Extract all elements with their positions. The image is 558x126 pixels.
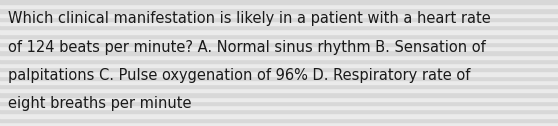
Text: Which clinical manifestation is likely in a patient with a heart rate: Which clinical manifestation is likely i… bbox=[8, 11, 491, 26]
Bar bbox=[0, 67, 558, 71]
Bar bbox=[0, 38, 558, 42]
Bar bbox=[0, 0, 558, 4]
Bar bbox=[0, 34, 558, 38]
Bar bbox=[0, 122, 558, 126]
Bar bbox=[0, 71, 558, 76]
Bar bbox=[0, 46, 558, 50]
Bar bbox=[0, 8, 558, 13]
Bar bbox=[0, 80, 558, 84]
Bar bbox=[0, 63, 558, 67]
Bar bbox=[0, 25, 558, 29]
Bar bbox=[0, 29, 558, 34]
Bar bbox=[0, 92, 558, 97]
Bar bbox=[0, 88, 558, 92]
Bar bbox=[0, 101, 558, 105]
Bar bbox=[0, 105, 558, 109]
Bar bbox=[0, 76, 558, 80]
Text: eight breaths per minute: eight breaths per minute bbox=[8, 96, 192, 111]
Text: of 124 beats per minute? A. Normal sinus rhythm B. Sensation of: of 124 beats per minute? A. Normal sinus… bbox=[8, 40, 486, 55]
Text: palpitations C. Pulse oxygenation of 96% D. Respiratory rate of: palpitations C. Pulse oxygenation of 96%… bbox=[8, 68, 471, 83]
Bar bbox=[0, 21, 558, 25]
Bar bbox=[0, 109, 558, 113]
Bar bbox=[0, 55, 558, 59]
Bar bbox=[0, 17, 558, 21]
Bar bbox=[0, 84, 558, 88]
Bar bbox=[0, 50, 558, 55]
Bar bbox=[0, 113, 558, 118]
Bar bbox=[0, 4, 558, 8]
Bar bbox=[0, 97, 558, 101]
Bar bbox=[0, 118, 558, 122]
Bar bbox=[0, 59, 558, 63]
Bar bbox=[0, 13, 558, 17]
Bar bbox=[0, 42, 558, 46]
